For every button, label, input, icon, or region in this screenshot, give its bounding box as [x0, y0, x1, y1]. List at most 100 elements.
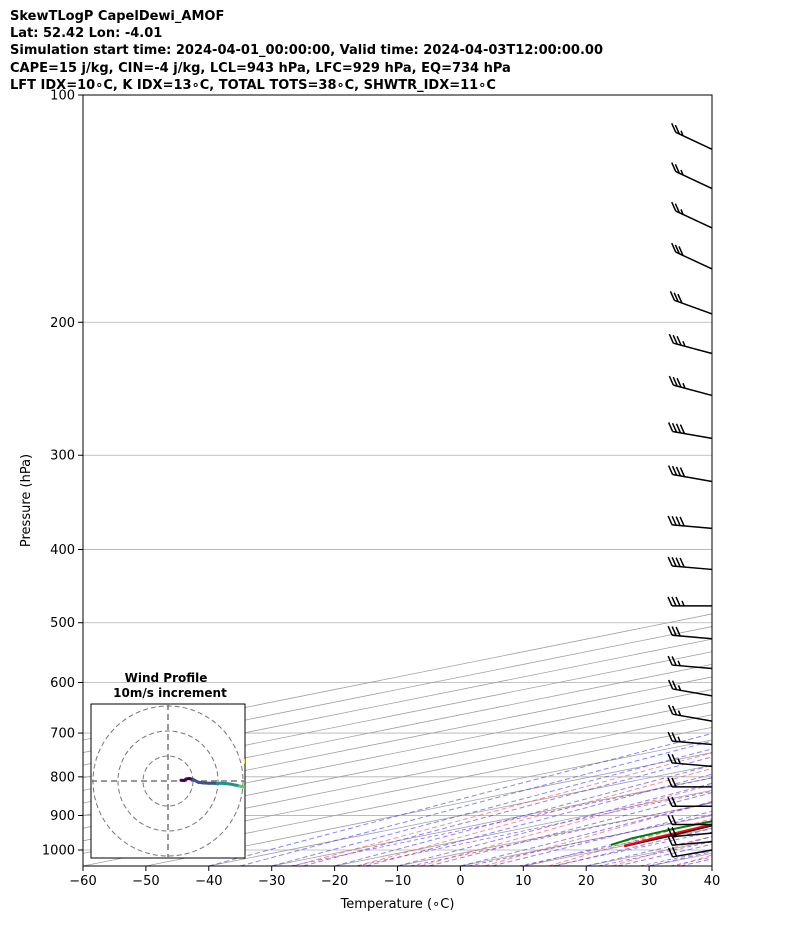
barb-flag — [672, 334, 678, 345]
barb-flag — [671, 777, 677, 788]
y-tick-label: 700 — [50, 727, 75, 742]
barb-staff — [672, 524, 713, 530]
wind-barb — [667, 596, 712, 607]
y-tick-label: 500 — [50, 616, 75, 631]
x-tick-label: −40 — [195, 874, 222, 889]
dry-adiabat-line — [420, 784, 712, 866]
barb-flag — [671, 656, 677, 666]
barb-staff — [672, 740, 713, 746]
barb-flag — [667, 679, 674, 690]
barb-flag — [668, 375, 675, 386]
barb-flag — [667, 827, 673, 837]
barb-flag — [667, 753, 673, 764]
barb-flag — [671, 846, 678, 857]
barb-flag — [667, 422, 674, 432]
barb-flag — [671, 242, 677, 253]
barb-half-flag — [682, 341, 686, 347]
barb-flag — [667, 847, 674, 858]
barb-flag — [667, 655, 673, 666]
barb-flag — [667, 596, 673, 607]
isotherm-line — [83, 663, 712, 791]
barb-staff — [675, 131, 713, 150]
isotherm-line — [586, 840, 712, 866]
x-tick-label: 30 — [641, 874, 658, 889]
barb-flag — [671, 465, 678, 476]
y-tick-label: 400 — [50, 543, 75, 558]
wind-barbs — [667, 123, 713, 858]
barb-flag — [679, 557, 685, 568]
barb-flag — [674, 203, 681, 214]
barb-staff — [672, 849, 713, 858]
stability-indices-line: CAPE=15 j/kg, CIN=-4 j/kg, LCL=943 hPa, … — [10, 60, 511, 76]
barb-flag — [679, 467, 686, 477]
x-tick-label: 10 — [515, 874, 532, 889]
barb-staff — [673, 384, 713, 397]
barb-staff — [672, 430, 713, 440]
chart-title: SkewTLogP CapelDewi_AMOF — [10, 9, 225, 24]
barb-flag — [671, 796, 677, 807]
dry-adiabat-line — [675, 854, 712, 866]
simulation-time-line: Simulation start time: 2024-04-01_00:00:… — [10, 43, 603, 59]
barb-flag — [677, 293, 683, 304]
wind-barb — [667, 704, 713, 722]
stability-indices-line-2: LFT IDX=10∘C, K IDX=13∘C, TOTAL TOTS=38∘… — [10, 77, 496, 93]
barb-flag — [671, 626, 677, 636]
barb-flag — [672, 376, 678, 387]
moist-adiabat-line — [491, 810, 712, 866]
wind-barb — [671, 123, 713, 150]
y-tick-label: 900 — [50, 809, 75, 824]
hodograph-segment — [243, 758, 245, 762]
moist-adiabat-line — [428, 792, 712, 866]
mixing-ratio-line — [639, 850, 712, 866]
wind-barb — [667, 753, 713, 768]
barb-staff — [672, 473, 713, 483]
wind-barb — [668, 375, 713, 397]
barb-flag — [671, 123, 677, 133]
cape-shading — [704, 824, 712, 827]
moist-adiabat-line — [586, 836, 712, 866]
dry-adiabat-line — [356, 767, 712, 866]
barb-staff — [672, 688, 713, 697]
barb-flag — [668, 333, 675, 344]
wind-barb — [667, 827, 713, 838]
x-tick-label: −20 — [321, 874, 348, 889]
hodograph-segment — [243, 785, 245, 789]
barb-flag — [675, 596, 681, 607]
y-tick-label: 200 — [50, 316, 75, 331]
inset-rings — [91, 704, 245, 858]
barb-flag — [676, 335, 682, 346]
isotherm-line — [83, 726, 712, 854]
barb-flag — [675, 423, 682, 434]
wind-barb — [671, 162, 713, 190]
barb-flag — [676, 377, 682, 388]
barb-half-flag — [682, 382, 686, 389]
wind-barb — [667, 846, 713, 858]
wind-barb — [667, 625, 713, 640]
barb-half-flag — [677, 660, 681, 667]
moist-adiabat-line — [460, 801, 712, 866]
x-tick-label: −50 — [132, 874, 159, 889]
isotherm-line — [711, 865, 712, 866]
moist-adiabat-line — [554, 828, 712, 866]
dry-adiabat-line — [293, 752, 712, 866]
axes: −60 −50 −40 −30 −20 −10 0 10 20 30 40 100 200 300 400 5… — [19, 89, 720, 913]
barb-staff — [672, 762, 713, 768]
barb-flag — [679, 424, 686, 434]
isotherm-line — [83, 714, 712, 842]
moist-adiabat-line — [397, 782, 712, 866]
dry-adiabat-line — [484, 800, 712, 866]
barb-staff — [672, 634, 713, 640]
wind-barb — [667, 556, 713, 571]
barb-staff — [672, 840, 713, 846]
x-tick-label: −10 — [384, 874, 411, 889]
x-tick-label: −60 — [69, 874, 96, 889]
barb-staff — [672, 832, 713, 838]
wind-barb — [667, 515, 713, 530]
barb-half-flag — [677, 736, 681, 743]
barb-flag — [667, 777, 673, 788]
isotherm-line — [649, 852, 712, 866]
barb-flag — [667, 556, 673, 567]
barb-staff — [672, 664, 713, 670]
barb-half-flag — [677, 685, 682, 691]
